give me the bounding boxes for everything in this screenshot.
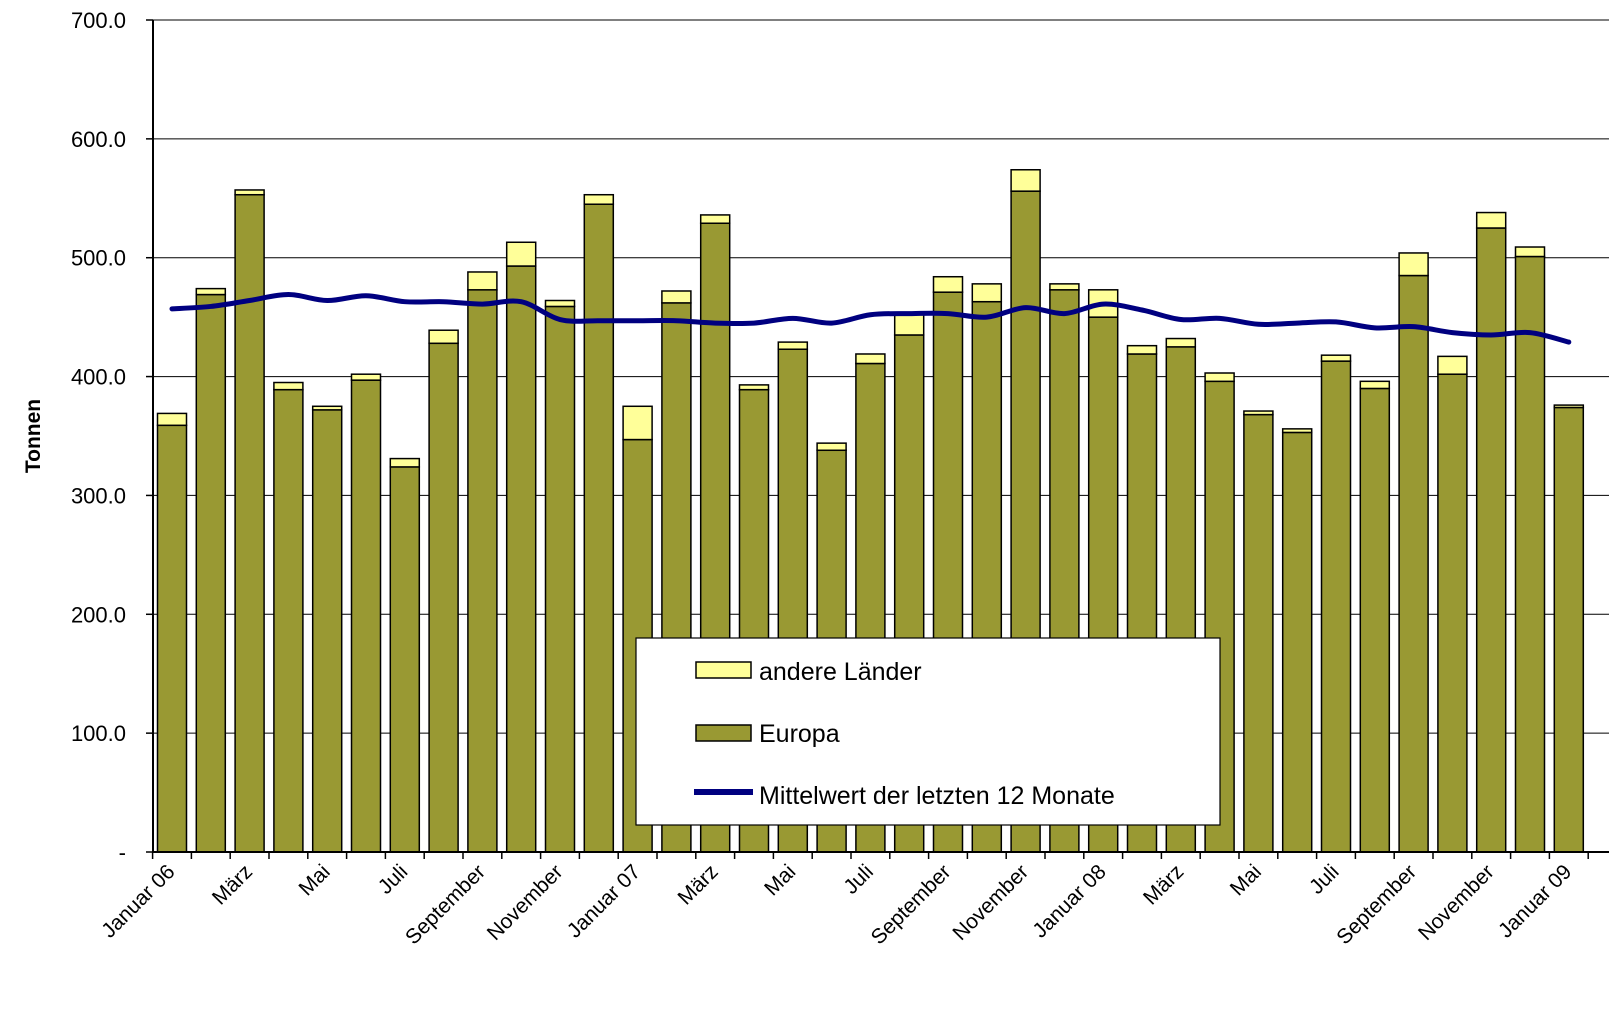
bar-andere xyxy=(311,405,343,411)
x-tick-label: Juli xyxy=(374,860,413,899)
bar-europa xyxy=(195,293,227,853)
x-tick-label: November xyxy=(483,860,568,945)
x-tick-label: Januar 07 xyxy=(563,860,645,942)
x-tick-label: Januar 09 xyxy=(1494,860,1576,942)
bar-andere xyxy=(389,457,421,468)
legend-swatch-andere xyxy=(695,661,752,679)
y-tick-label: 500.0 xyxy=(71,246,126,271)
bar-europa xyxy=(156,424,188,853)
legend-label-mean: Mittelwert der letzten 12 Monate xyxy=(759,782,1115,810)
mean-line xyxy=(169,292,1572,345)
x-tick-label: März xyxy=(208,860,257,909)
x-tick-label: Januar 06 xyxy=(97,860,179,942)
y-tick-labels: - 100.0 200.0 300.0 400.0 500.0 600.0 700.0 xyxy=(71,8,126,865)
bar-europa xyxy=(544,305,576,853)
bar-andere xyxy=(1359,380,1391,390)
y-tick-label: 400.0 xyxy=(71,365,126,390)
bar-andere xyxy=(583,193,615,205)
x-tick-label: März xyxy=(673,860,722,909)
x-tick-label: Juli xyxy=(839,860,878,899)
legend-label-europa: Europa xyxy=(759,720,840,748)
x-tick-label: November xyxy=(1414,860,1499,945)
y-tick-label: 700.0 xyxy=(71,8,126,33)
bar-andere xyxy=(1049,283,1080,291)
bar-andere xyxy=(1165,337,1197,348)
bar-europa xyxy=(583,203,615,853)
bar-andere xyxy=(777,341,809,350)
y-tick-label: 600.0 xyxy=(71,127,126,152)
bar-andere xyxy=(273,381,304,391)
bar-europa xyxy=(467,289,498,853)
bar-europa xyxy=(1320,360,1352,853)
bar-andere xyxy=(1320,354,1352,362)
legend-swatch-europa xyxy=(695,724,752,742)
bar-andere xyxy=(622,405,653,441)
bar-andere xyxy=(1437,355,1468,375)
x-tick-label: März xyxy=(1139,860,1188,909)
bar-andere xyxy=(1475,211,1507,229)
bar-andere xyxy=(350,373,382,381)
bar-andere xyxy=(1553,404,1585,409)
bar-andere xyxy=(156,412,188,427)
bar-europa xyxy=(234,193,265,853)
x-tick-label: November xyxy=(948,860,1033,945)
bar-andere xyxy=(1398,252,1429,277)
bar-andere xyxy=(234,189,265,196)
x-tick-label: September xyxy=(1332,860,1421,949)
y-tick-label: 200.0 xyxy=(71,602,126,627)
bar-andere xyxy=(971,283,1003,303)
bar-europa xyxy=(505,265,537,853)
bar-europa xyxy=(1514,255,1546,853)
bar-europa xyxy=(1359,387,1391,853)
axes xyxy=(151,20,1609,859)
legend-label-andere: andere Länder xyxy=(759,658,922,686)
x-tick-label: Juli xyxy=(1305,860,1344,899)
bar-andere xyxy=(1010,169,1041,192)
mean-line-layer xyxy=(169,292,1572,345)
bar-andere xyxy=(661,290,692,304)
bar-europa xyxy=(1475,227,1507,853)
bar-andere xyxy=(893,314,925,336)
bar-andere xyxy=(1514,246,1546,258)
bar-andere xyxy=(855,353,886,365)
bar-andere xyxy=(1281,428,1313,434)
bar-andere xyxy=(428,329,459,345)
bar-europa xyxy=(350,379,382,853)
bar-andere xyxy=(738,384,770,391)
bar-europa xyxy=(311,409,343,853)
bar-europa xyxy=(389,466,421,853)
bar-andere xyxy=(699,214,731,224)
y-tick-label: 100.0 xyxy=(71,721,126,746)
x-tick-label: Mai xyxy=(760,860,800,900)
x-tick-label: September xyxy=(867,860,956,949)
y-tick-label: 300.0 xyxy=(71,483,126,508)
bar-europa xyxy=(1243,413,1274,853)
bar-europa xyxy=(273,388,304,853)
legend: andere Länder Europa Mittelwert der letz… xyxy=(635,637,1221,826)
x-tick-label: September xyxy=(401,860,490,949)
bar-europa xyxy=(1281,431,1313,853)
bar-andere xyxy=(467,271,498,291)
bar-andere xyxy=(195,287,227,296)
bar-andere xyxy=(505,241,537,267)
bar-andere xyxy=(1126,344,1158,355)
bar-andere xyxy=(932,275,964,293)
y-axis-title: Tonnen xyxy=(22,399,45,473)
bar-europa xyxy=(428,342,459,853)
x-tick-label: Januar 08 xyxy=(1028,860,1110,942)
bar-europa xyxy=(1553,406,1585,853)
bar-europa xyxy=(1398,274,1429,853)
bar-andere xyxy=(1204,372,1235,383)
bar-andere xyxy=(1243,410,1274,416)
x-tick-labels: Januar 06 März Mai JuliSeptemberNovemberJan… xyxy=(97,860,1576,949)
x-tick-label: Mai xyxy=(1226,860,1266,900)
bar-europa xyxy=(1437,373,1468,853)
y-tick-label: - xyxy=(119,840,126,865)
x-tick-label: Mai xyxy=(295,860,335,900)
bar-andere xyxy=(816,442,847,452)
bar-andere xyxy=(544,299,576,308)
